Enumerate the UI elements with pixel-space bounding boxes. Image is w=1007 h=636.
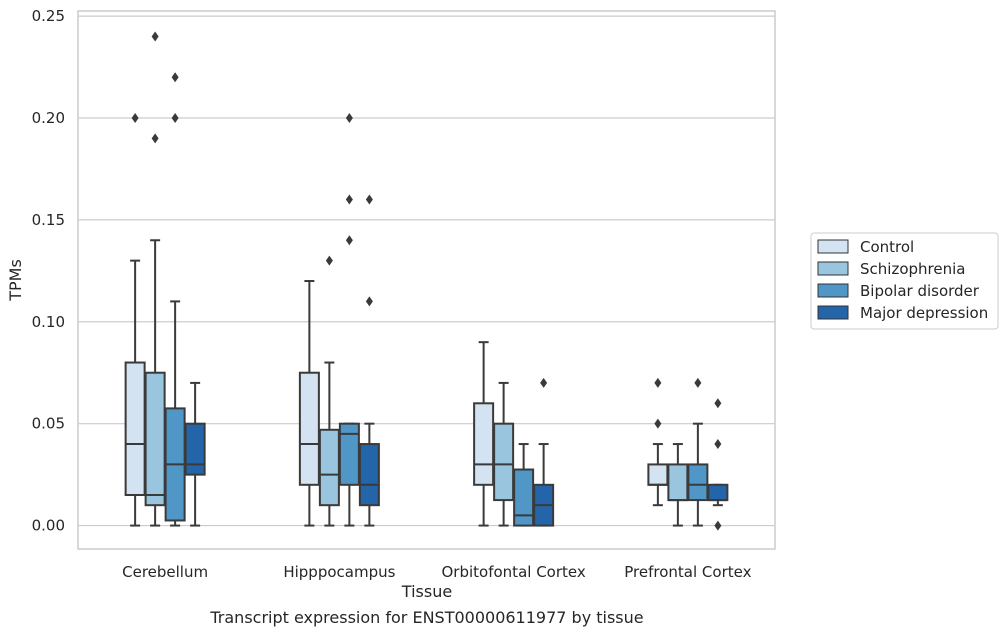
- box-iqr: [144, 371, 166, 507]
- outlier-point: [151, 133, 159, 144]
- box: [358, 194, 380, 527]
- outlier-point: [325, 255, 333, 266]
- y-tick-label: 0.00: [32, 517, 65, 535]
- outlier-point: [714, 439, 722, 450]
- box: [164, 72, 186, 527]
- box-iqr: [513, 468, 535, 527]
- box-iqr: [338, 422, 360, 486]
- legend-swatch: [817, 305, 849, 320]
- legend-swatch: [817, 239, 849, 254]
- box-iqr: [473, 402, 495, 486]
- category-group: [124, 31, 206, 527]
- plot-frame: [77, 10, 776, 550]
- category-group: [298, 112, 380, 527]
- y-tick-label: 0.20: [32, 109, 65, 127]
- outlier-point: [345, 194, 353, 205]
- x-tick-label: Orbitofontal Cortex: [442, 563, 586, 581]
- box: [493, 381, 515, 527]
- box: [687, 377, 709, 527]
- box-iqr: [298, 371, 320, 486]
- outlier-point: [714, 398, 722, 409]
- x-axis-label: Tissue: [401, 582, 452, 601]
- chart-title: Transcript expression for ENST0000061197…: [209, 608, 643, 627]
- legend-label: Schizophrenia: [860, 260, 965, 278]
- y-tick-label: 0.05: [32, 415, 65, 433]
- legend-label: Bipolar disorder: [860, 282, 980, 300]
- box-groups: [124, 31, 729, 531]
- outlier-point: [131, 112, 139, 123]
- box-iqr: [124, 361, 146, 496]
- outlier-point: [654, 377, 662, 388]
- box: [473, 341, 495, 527]
- legend: Control Schizophrenia Bipolar disorder Majo…: [810, 232, 999, 330]
- legend-swatch: [817, 283, 849, 298]
- outlier-point: [540, 377, 548, 388]
- legend-frame: [810, 232, 999, 330]
- box: [298, 280, 320, 527]
- x-tick-label: Cerebellum: [122, 563, 208, 581]
- outlier-point: [365, 296, 373, 307]
- outlier-point: [171, 72, 179, 83]
- y-tick-label: 0.10: [32, 313, 65, 331]
- outlier-point: [151, 31, 159, 42]
- box: [707, 398, 729, 531]
- y-axis-ticks: 0.00 0.05 0.10 0.15 0.20 0.25: [32, 7, 65, 534]
- x-tick-label: Prefrontal Cortex: [624, 563, 751, 581]
- box: [338, 112, 360, 527]
- box: [667, 443, 689, 527]
- box-iqr: [184, 422, 206, 476]
- outlier-point: [171, 112, 179, 123]
- box-iqr: [687, 463, 709, 502]
- x-axis-ticks: Cerebellum Hipppocampus Orbitofontal Corte…: [122, 563, 751, 581]
- outlier-point: [694, 377, 702, 388]
- y-tick-label: 0.25: [32, 7, 65, 25]
- box: [647, 377, 669, 507]
- outlier-point: [345, 112, 353, 123]
- legend-swatch: [817, 261, 849, 276]
- box: [184, 381, 206, 527]
- category-group: [473, 341, 555, 527]
- box-iqr: [493, 422, 515, 502]
- box-iqr: [647, 463, 669, 486]
- outlier-point: [365, 194, 373, 205]
- legend-label: Control: [860, 238, 914, 256]
- box-iqr: [318, 428, 340, 507]
- y-tick-label: 0.15: [32, 211, 65, 229]
- box: [124, 112, 146, 527]
- y-axis-label: TPMs: [6, 259, 25, 302]
- box: [318, 255, 340, 527]
- outlier-point: [714, 520, 722, 531]
- x-tick-label: Hipppocampus: [283, 563, 395, 581]
- box-iqr: [667, 463, 689, 502]
- outlier-point: [345, 235, 353, 246]
- outlier-point: [654, 418, 662, 429]
- box: [533, 377, 555, 527]
- box-iqr: [358, 443, 380, 507]
- category-group: [647, 377, 729, 531]
- legend-label: Major depression: [860, 304, 988, 322]
- box-iqr: [707, 483, 729, 502]
